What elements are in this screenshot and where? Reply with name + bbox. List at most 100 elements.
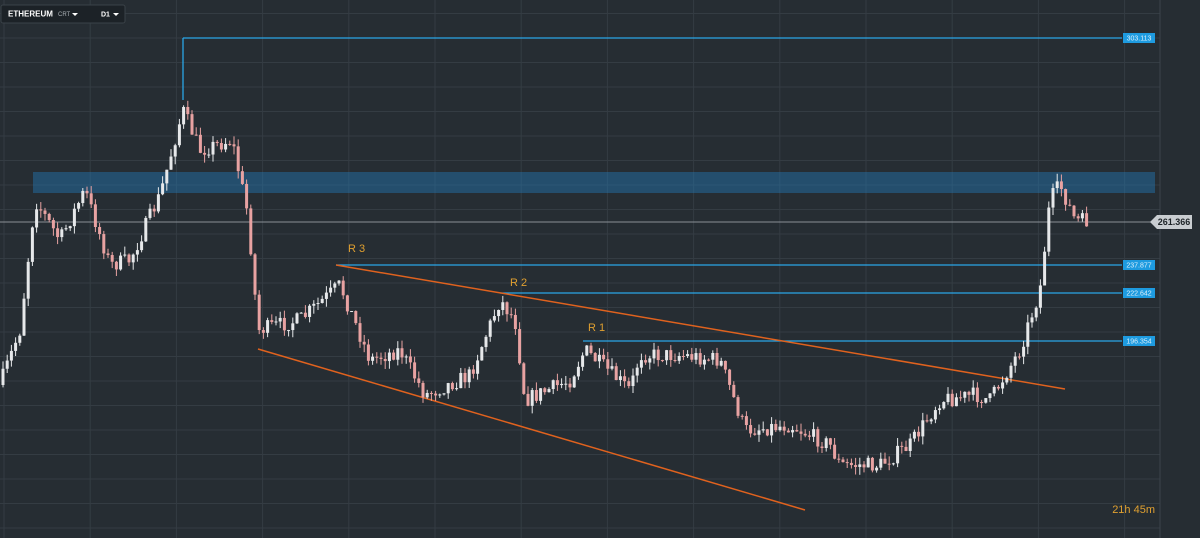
candle-body	[858, 464, 862, 467]
level-label: 196.354	[1126, 338, 1151, 345]
candle-body	[102, 234, 106, 254]
candle-body	[1022, 346, 1026, 357]
candle-body	[585, 345, 589, 356]
candle-body	[354, 311, 358, 324]
candle-body	[266, 320, 270, 333]
candle-body	[165, 169, 169, 184]
candle-body	[681, 355, 685, 357]
candle-body	[938, 408, 942, 411]
candle-body	[791, 430, 795, 433]
candle-body	[883, 458, 887, 464]
level-tag	[1123, 33, 1155, 43]
candle-body	[476, 360, 480, 374]
dropdown-arrow[interactable]	[72, 13, 78, 16]
candle-body	[513, 314, 517, 330]
candle-body	[677, 355, 681, 361]
candle-body	[425, 392, 429, 398]
candle-body	[593, 353, 597, 362]
level-label: 303.113	[1127, 35, 1152, 42]
candle-body	[1072, 205, 1076, 217]
candle-body	[757, 430, 761, 435]
candle-body	[665, 350, 669, 361]
lower-trendline	[257, 348, 806, 511]
candle-body	[194, 134, 198, 136]
candle-body	[245, 183, 249, 209]
candle-body	[442, 393, 446, 395]
candle-body	[1017, 356, 1021, 358]
candle-body	[576, 366, 580, 377]
candle-body	[967, 391, 971, 395]
current-price-tag	[1150, 215, 1192, 229]
candle-body	[488, 320, 492, 337]
candle-body	[824, 438, 828, 449]
candle-body	[900, 445, 904, 447]
candle-body	[299, 312, 303, 314]
candle-body	[35, 209, 39, 228]
candle-body	[257, 294, 261, 331]
candle-body	[253, 254, 257, 295]
candle-body	[770, 423, 774, 436]
dropdown-arrow[interactable]	[113, 13, 119, 16]
source-select[interactable]: CRT	[58, 12, 71, 18]
symbol[interactable]: ETHEREUM	[8, 10, 53, 19]
candle-body	[509, 314, 513, 316]
candle-body	[740, 415, 744, 417]
candle-body	[555, 380, 559, 386]
candle-body	[81, 190, 85, 204]
timeframe-select[interactable]: D1	[101, 11, 110, 18]
candle-body	[219, 142, 223, 150]
candle-body	[702, 359, 706, 365]
candle-body	[64, 228, 68, 230]
candle-body	[85, 190, 89, 194]
annotation: R 3	[348, 243, 365, 255]
candle-body	[614, 366, 618, 381]
candle-body	[240, 171, 244, 184]
annotation: R 2	[510, 277, 527, 289]
candle-body	[144, 217, 148, 242]
candle-body	[988, 393, 992, 399]
candles	[1, 100, 1089, 475]
level-lines: 303.113 237.877 222.642 196.354	[182, 33, 1155, 346]
candle-body	[43, 210, 47, 214]
candle-body	[375, 356, 379, 358]
candle-body	[896, 445, 900, 464]
candle-body	[786, 430, 790, 433]
candle-body	[371, 356, 375, 361]
candle-body	[959, 397, 963, 399]
candle-body	[295, 313, 299, 324]
annotation: R 1	[588, 322, 605, 334]
candle-body	[820, 446, 824, 449]
candle-body	[60, 229, 64, 238]
candle-body	[1076, 216, 1080, 219]
candle-body	[434, 393, 438, 396]
candle-body	[455, 388, 459, 390]
candle-body	[765, 429, 769, 436]
candle-body	[190, 114, 194, 135]
candle-body	[522, 363, 526, 394]
candle-body	[1038, 285, 1042, 308]
candle-body	[589, 345, 593, 354]
candle-body	[5, 360, 9, 369]
candle-body	[362, 341, 366, 345]
candle-body	[984, 398, 988, 403]
toolbar	[0, 4, 126, 24]
candle-body	[337, 280, 341, 284]
candle-body	[669, 350, 673, 360]
candle-body	[736, 397, 740, 416]
candle-body	[833, 444, 837, 459]
candle-body	[778, 426, 782, 431]
candle-body	[72, 208, 76, 227]
grid	[0, 0, 1161, 538]
candle-body	[690, 354, 694, 360]
candle-body	[673, 359, 677, 361]
candle-body	[312, 303, 316, 306]
candle-body	[1055, 181, 1059, 189]
candle-body	[854, 465, 858, 467]
candle-body	[539, 388, 543, 401]
candle-body	[261, 330, 265, 333]
candle-body	[795, 430, 799, 432]
candle-body	[123, 254, 127, 256]
candle-body	[303, 312, 307, 317]
